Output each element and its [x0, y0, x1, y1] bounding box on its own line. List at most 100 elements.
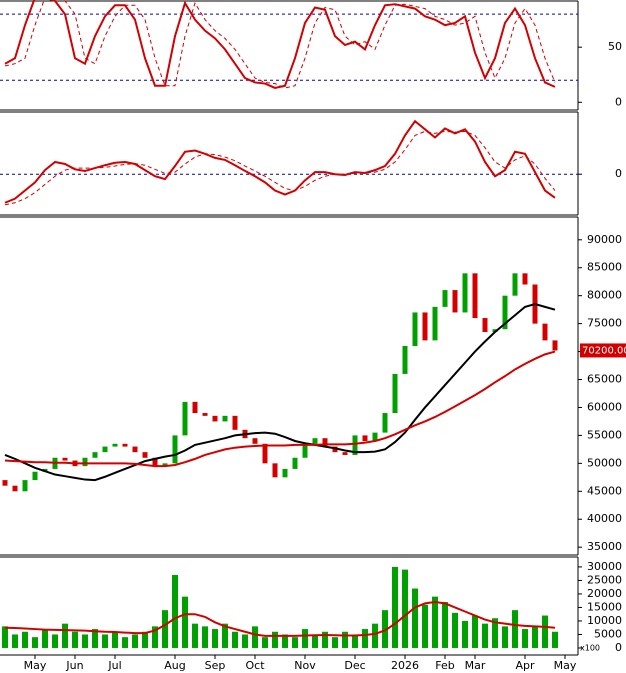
- candle: [392, 373, 398, 414]
- candle: [512, 273, 518, 296]
- volume-bar: [522, 629, 528, 648]
- volume-bar: [22, 631, 28, 648]
- candle: [192, 401, 198, 414]
- indicator-line: [4, 0, 556, 90]
- unit-label: x100: [580, 644, 600, 653]
- candle: [2, 480, 8, 486]
- x-tick-label: 2026: [391, 659, 419, 672]
- y-tick-label: 20000: [587, 587, 622, 600]
- candle: [482, 318, 488, 333]
- last-price-box: [580, 343, 626, 358]
- volume-bar: [262, 637, 268, 648]
- x-tick-label: Apr: [515, 659, 535, 672]
- candle: [432, 306, 438, 341]
- x-tick-label: Oct: [245, 659, 265, 672]
- volume-average: [4, 601, 556, 637]
- candle: [402, 345, 408, 374]
- y-tick-label: 75000: [587, 317, 622, 330]
- y-tick-label: 50: [608, 40, 622, 53]
- volume-bar: [82, 634, 88, 648]
- volume-bar: [362, 629, 368, 648]
- x-tick-label: Mar: [465, 659, 486, 672]
- candle: [312, 438, 318, 444]
- y-tick-label: 25000: [587, 573, 622, 586]
- volume-bar: [122, 637, 128, 648]
- candle: [492, 329, 498, 333]
- candle: [92, 452, 98, 458]
- candle: [322, 438, 328, 447]
- candle: [152, 457, 158, 467]
- volume-bar: [442, 602, 448, 648]
- volume-bar: [142, 631, 148, 648]
- candle: [442, 290, 448, 307]
- y-tick-label: 85000: [587, 261, 622, 274]
- candle: [372, 432, 378, 441]
- volume-bar: [242, 634, 248, 648]
- candle: [382, 413, 388, 433]
- y-tick-label: 30000: [587, 560, 622, 573]
- volume-bar: [532, 626, 538, 648]
- volume-bar: [372, 623, 378, 648]
- volume-bar: [282, 634, 288, 648]
- candle: [102, 446, 108, 453]
- volume-bar: [392, 566, 398, 648]
- y-tick-label: 0: [615, 95, 622, 108]
- volume-bar: [462, 620, 468, 648]
- candle: [472, 273, 478, 319]
- volume-bar: [202, 626, 208, 648]
- volume-bar: [292, 637, 298, 648]
- candle: [112, 443, 118, 447]
- candle: [202, 413, 208, 416]
- candle: [132, 446, 138, 453]
- candle: [142, 452, 148, 458]
- y-tick-label: 55000: [587, 428, 622, 441]
- y-tick-label: 90000: [587, 233, 622, 246]
- volume-bar: [272, 631, 278, 648]
- y-tick-label: 40000: [587, 512, 622, 525]
- candle: [412, 312, 418, 346]
- volume-bar: [472, 615, 478, 648]
- volume-bar: [312, 634, 318, 648]
- candle: [462, 273, 468, 313]
- y-tick-label: 10000: [587, 614, 622, 627]
- volume-bar: [422, 604, 428, 648]
- candle: [362, 435, 368, 441]
- candle: [162, 463, 168, 467]
- volume-bar: [452, 612, 458, 648]
- volume-bar: [52, 634, 58, 648]
- candle: [32, 471, 38, 481]
- candle: [212, 415, 218, 422]
- y-tick-label: 45000: [587, 484, 622, 497]
- volume-bar: [432, 596, 438, 648]
- candle: [122, 443, 128, 447]
- volume-bar: [2, 626, 8, 648]
- y-tick-label: 5000: [594, 627, 622, 640]
- x-tick-label: Jun: [65, 659, 83, 672]
- candle: [292, 457, 298, 469]
- volume-bar: [502, 626, 508, 648]
- candle: [62, 457, 68, 461]
- x-tick-label: May: [554, 659, 577, 672]
- volume-bar: [412, 588, 418, 648]
- x-tick-label: Dec: [344, 659, 365, 672]
- candle: [502, 295, 508, 330]
- y-tick-label: 80000: [587, 289, 622, 302]
- volume-bar: [512, 610, 518, 648]
- candle: [222, 415, 228, 422]
- volume-bar: [302, 629, 308, 648]
- candle: [262, 443, 268, 464]
- candle: [232, 415, 238, 430]
- candle: [182, 401, 188, 436]
- candle: [252, 438, 258, 444]
- candle: [172, 435, 178, 464]
- candle: [542, 323, 548, 341]
- y-tick-label: 50000: [587, 456, 622, 469]
- volume-bar: [92, 629, 98, 648]
- y-tick-label: 35000: [587, 540, 622, 553]
- x-tick-label: May: [24, 659, 47, 672]
- volume-bar: [322, 631, 328, 648]
- volume-bar: [32, 637, 38, 648]
- volume-bar: [402, 569, 408, 648]
- volume-bar: [102, 634, 108, 648]
